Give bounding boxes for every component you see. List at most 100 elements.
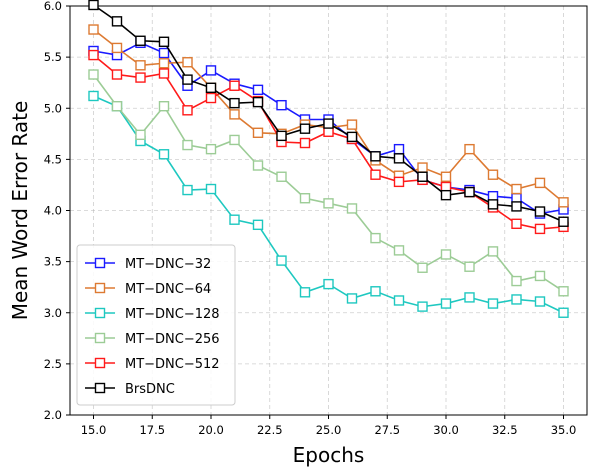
y-tick-label: 4.0 [44, 204, 62, 218]
series-4 [88, 69, 569, 297]
data-point-marker [346, 293, 358, 304]
x-tick-label: 25.0 [316, 423, 342, 437]
y-axis-label: Mean Word Error Rate [8, 101, 32, 321]
y-tick-label: 3.0 [44, 306, 62, 320]
legend: MT−DNC−32 MT−DNC−64 MT−DNC−128 MT−DNC−256 MT… [76, 244, 236, 406]
data-point-marker [182, 74, 193, 85]
data-point-marker [88, 0, 99, 11]
data-point-marker [393, 143, 405, 155]
data-point-marker [252, 127, 264, 138]
data-point-marker [135, 35, 146, 46]
x-tick-label: 17.5 [139, 423, 165, 437]
data-point-marker [88, 24, 99, 35]
data-point-marker [111, 42, 123, 54]
data-point-marker [440, 298, 452, 309]
data-point-marker [276, 130, 287, 142]
data-point-marker [464, 143, 475, 155]
data-point-marker [182, 105, 193, 116]
x-tick-label: 20.0 [198, 423, 224, 437]
data-point-marker [558, 307, 569, 318]
y-tick-label: 3.5 [44, 255, 62, 269]
data-point-marker [205, 183, 217, 195]
x-tick-label: 22.5 [257, 423, 283, 437]
legend-swatch-marker [94, 357, 106, 369]
legend-swatch-marker [94, 382, 106, 394]
series-5 [88, 49, 569, 235]
axis-ticks: 15.0 17.5 20.0 22.5 25.0 27.5 30.0 32.5 35.0 2.0 2… [44, 0, 577, 437]
x-tick-label: 30.0 [433, 423, 459, 437]
data-point-marker [417, 301, 428, 312]
data-point-marker [135, 129, 146, 141]
legend-item: MT−DNC−512 [85, 357, 220, 372]
data-point-marker [370, 151, 381, 162]
data-point-marker [158, 101, 170, 112]
data-point-marker [158, 149, 170, 160]
x-tick-label: 35.0 [551, 423, 577, 437]
legend-swatch-marker [94, 282, 106, 294]
legend-item: MT−DNC−256 [85, 332, 220, 347]
legend-label: MT−DNC−32 [125, 257, 211, 272]
data-point-marker [229, 134, 240, 146]
data-point-marker [511, 294, 522, 305]
data-point-marker [229, 97, 240, 109]
data-point-marker [417, 162, 428, 173]
data-point-marker [205, 143, 217, 155]
y-tick-label: 2.0 [44, 408, 62, 422]
data-point-marker [276, 255, 287, 266]
data-point-marker [417, 262, 428, 273]
data-point-marker [534, 296, 546, 307]
data-point-marker [393, 176, 405, 188]
data-point-marker [299, 137, 311, 149]
legend-item: MT−DNC−128 [85, 307, 220, 322]
x-tick-label: 27.5 [374, 423, 400, 437]
data-point-marker [346, 119, 358, 130]
x-axis-label: Epochs [293, 443, 365, 467]
data-point-marker [323, 278, 334, 290]
x-tick-label: 15.0 [81, 423, 107, 437]
data-point-marker [299, 287, 311, 298]
legend-swatch-marker [94, 257, 106, 269]
data-point-marker [487, 298, 499, 309]
data-point-marker [487, 169, 499, 180]
data-point-marker [299, 123, 311, 134]
data-point-marker [370, 286, 381, 297]
data-point-marker [205, 92, 217, 104]
x-tick-label: 32.5 [492, 423, 518, 437]
data-point-marker [370, 232, 381, 244]
data-point-marker [158, 36, 170, 47]
data-point-marker [487, 199, 499, 210]
data-point-marker [393, 153, 405, 164]
data-point-marker [440, 171, 452, 182]
data-point-marker [158, 47, 170, 59]
data-point-marker [323, 198, 334, 209]
data-point-marker [205, 82, 217, 94]
data-point-marker [111, 16, 123, 27]
data-point-marker [487, 246, 499, 257]
y-tick-label: 5.5 [44, 50, 62, 64]
data-point-marker [135, 60, 146, 71]
data-point-marker [323, 118, 334, 129]
data-point-marker [511, 275, 522, 287]
data-point-marker [511, 201, 522, 212]
legend-label: MT−DNC−64 [125, 282, 211, 297]
data-point-marker [88, 90, 99, 102]
data-point-marker [276, 99, 287, 111]
data-point-marker [511, 183, 522, 195]
data-point-marker [511, 218, 522, 229]
data-point-marker [252, 219, 264, 231]
data-point-marker [346, 203, 358, 214]
legend-label: MT−DNC−256 [125, 332, 220, 347]
data-point-marker [88, 69, 99, 80]
data-point-marker [440, 189, 452, 201]
data-point-marker [393, 295, 405, 306]
data-point-marker [111, 69, 123, 80]
legend-item: BrsDNC [85, 382, 175, 397]
data-point-marker [135, 72, 146, 83]
legend-label: BrsDNC [125, 382, 175, 397]
data-point-marker [534, 206, 546, 217]
data-point-marker [346, 131, 358, 143]
data-point-marker [182, 57, 193, 68]
y-tick-label: 4.5 [44, 152, 62, 166]
legend-swatch-marker [94, 332, 106, 344]
